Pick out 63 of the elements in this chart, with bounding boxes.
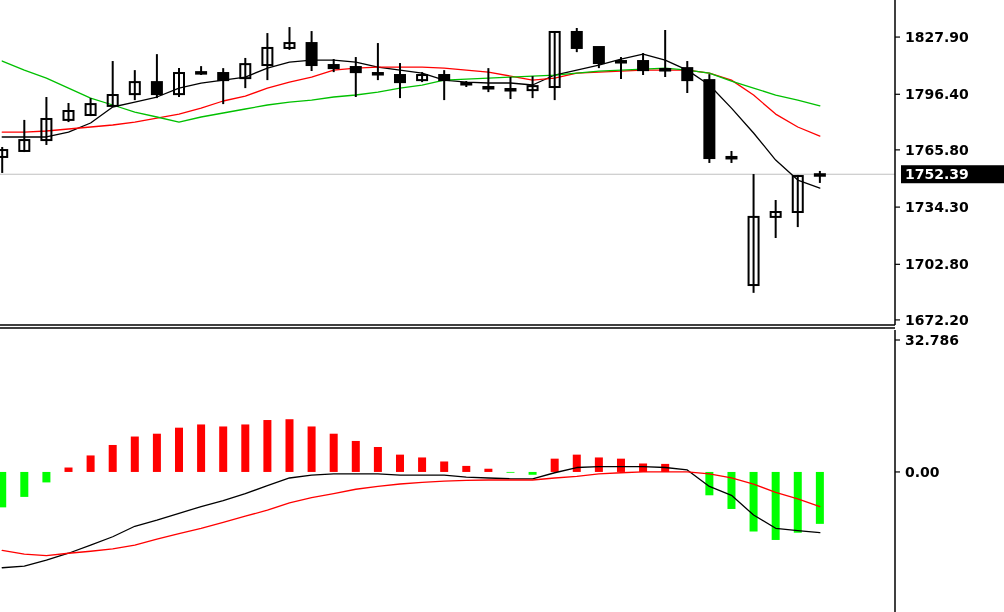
candlestick xyxy=(482,67,495,94)
bar xyxy=(130,436,139,472)
bar xyxy=(197,424,206,472)
y-tick-label: 1765.80 xyxy=(905,141,970,158)
bar xyxy=(307,426,316,472)
bar xyxy=(86,455,95,472)
bar xyxy=(727,471,736,509)
bar xyxy=(550,458,559,472)
y-tick-label: 1827.90 xyxy=(905,29,970,46)
bar xyxy=(175,427,183,472)
y-tick-label: 32.786 xyxy=(905,332,960,348)
y-tick-label: 1672.20 xyxy=(905,311,970,328)
candlestick xyxy=(217,67,230,106)
candlestick xyxy=(40,96,53,146)
candlestick xyxy=(371,42,384,82)
bar xyxy=(462,465,471,472)
bar xyxy=(815,471,824,524)
candlestick xyxy=(504,76,517,101)
bar xyxy=(329,433,338,472)
candlestick xyxy=(128,69,141,102)
candlestick xyxy=(62,102,75,124)
candlestick xyxy=(570,26,583,54)
candlestick xyxy=(526,75,539,100)
candlestick xyxy=(349,56,362,99)
candlestick xyxy=(681,60,694,95)
line-series xyxy=(1,60,821,123)
bar xyxy=(0,471,7,508)
bar xyxy=(219,426,228,472)
y-tick-label: 1702.80 xyxy=(905,256,970,273)
y-tick-label: 1796.40 xyxy=(905,86,970,103)
candlestick xyxy=(769,199,782,239)
bar xyxy=(285,419,294,472)
candlestick xyxy=(106,60,119,108)
bar xyxy=(572,454,581,472)
candlestick xyxy=(747,173,760,294)
y-tick-label: 0.00 xyxy=(905,463,940,480)
bar xyxy=(418,457,427,472)
bar xyxy=(263,420,272,472)
bar xyxy=(484,468,493,472)
bar xyxy=(42,471,51,483)
bar xyxy=(20,471,29,497)
y-tick-label: 1734.30 xyxy=(905,199,970,216)
candlestick xyxy=(393,62,406,100)
candlestick xyxy=(438,69,451,102)
line-series xyxy=(1,466,821,569)
bar xyxy=(440,461,449,472)
bar xyxy=(749,471,758,532)
bar xyxy=(351,440,360,472)
candlestick xyxy=(614,56,627,81)
bar xyxy=(241,424,250,472)
ref-line-label: 1752.39 xyxy=(905,166,969,183)
candlestick xyxy=(283,26,296,51)
candlestick xyxy=(239,56,252,90)
candlestick xyxy=(173,67,185,99)
candlestick xyxy=(18,118,31,154)
bar xyxy=(108,444,117,472)
bar xyxy=(373,446,382,472)
bar xyxy=(771,471,780,540)
bar xyxy=(64,467,73,472)
bar xyxy=(528,471,537,475)
bar xyxy=(793,471,802,533)
bar xyxy=(395,454,404,472)
bar xyxy=(152,433,161,472)
